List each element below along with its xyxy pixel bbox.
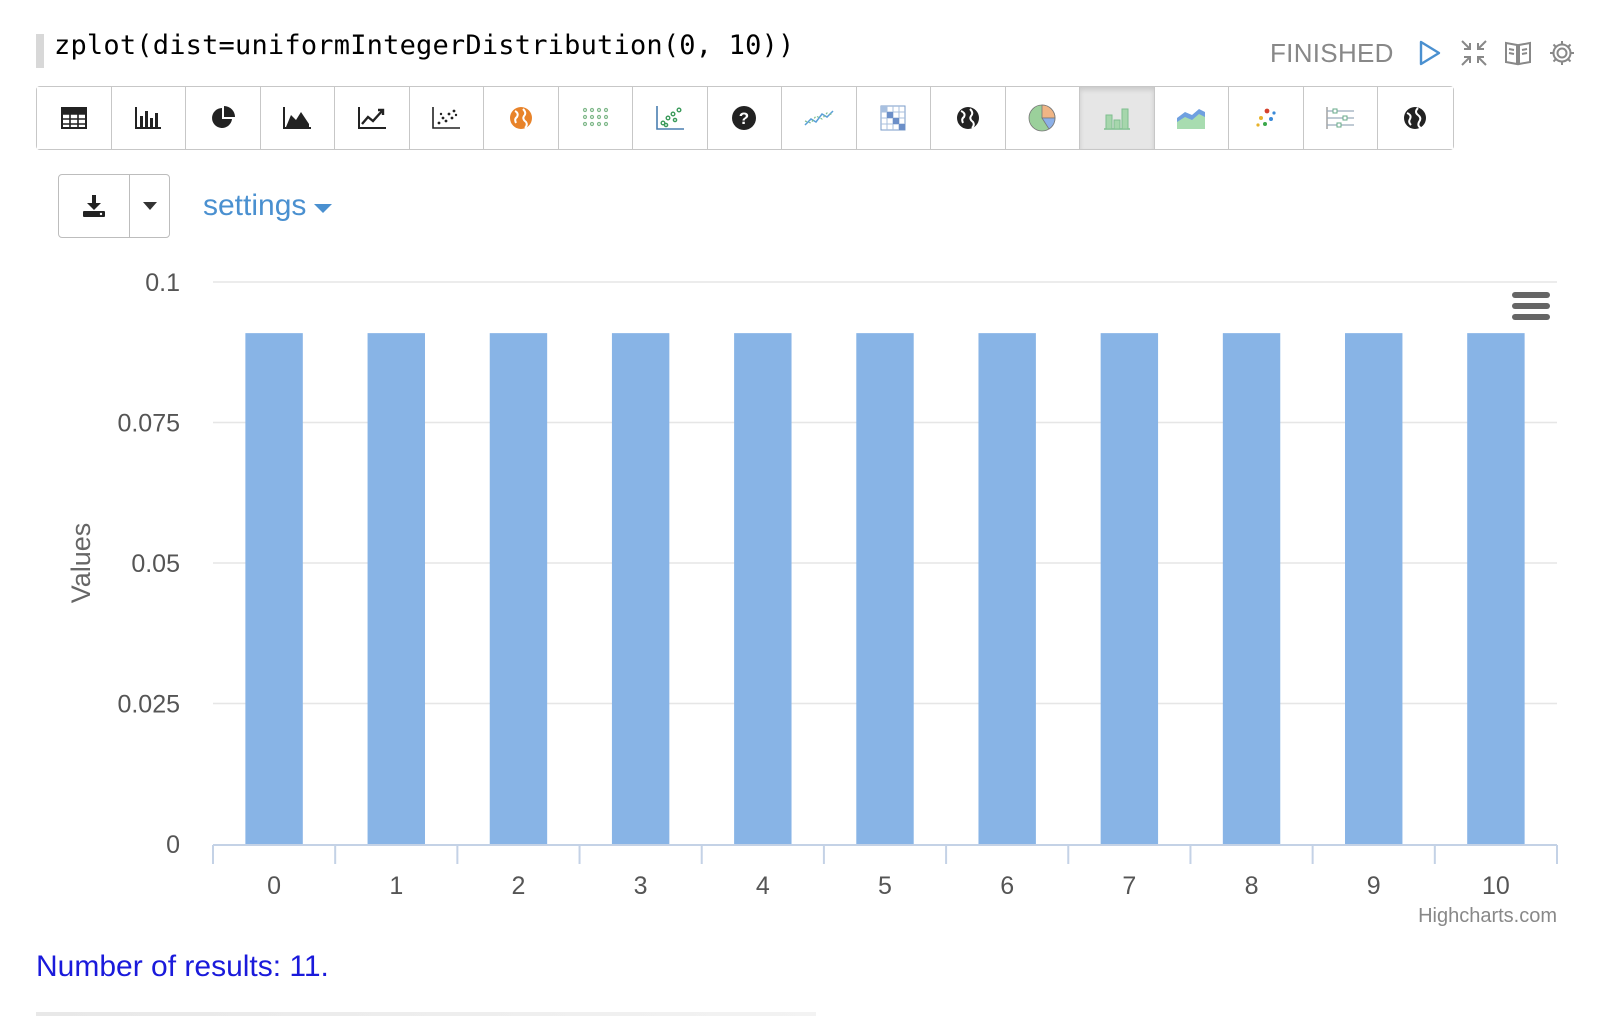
paragraph-code[interactable]: zplot(dist=uniformIntegerDistribution(0,… — [54, 30, 795, 61]
bar-chart-icon — [134, 106, 162, 130]
chart-type-button-color-scatter[interactable] — [633, 87, 708, 149]
chevron-down-icon — [142, 202, 157, 210]
scatter-chart-icon — [431, 106, 461, 130]
chart-credits: Highcharts.com — [1418, 905, 1557, 927]
download-button[interactable] — [59, 175, 130, 237]
results-count: Number of results: 11. — [36, 950, 329, 983]
chart-type-button-green-bar[interactable] — [1080, 87, 1155, 149]
play-icon[interactable] — [1413, 36, 1447, 70]
download-icon — [83, 195, 105, 217]
globe-icon — [955, 105, 981, 131]
x-tick-label: 5 — [878, 872, 892, 900]
paragraph-controls — [1413, 36, 1579, 70]
chart-type-button-table[interactable] — [37, 87, 112, 149]
chart-menu-icon[interactable] — [1512, 292, 1550, 322]
caret-down-icon — [314, 203, 333, 213]
x-tick-label: 7 — [1122, 872, 1136, 900]
x-tick-label: 9 — [1367, 872, 1381, 900]
bar-6 — [978, 333, 1036, 844]
download-button-group — [58, 174, 170, 238]
y-tick-label: 0.075 — [117, 410, 180, 438]
bar-8 — [1222, 333, 1281, 844]
chart-type-button-scatter-chart[interactable] — [409, 87, 484, 149]
bar-0 — [245, 333, 303, 844]
color-scatter-icon — [655, 105, 685, 131]
y-tick-label: 0.05 — [131, 550, 180, 578]
bar-7 — [1100, 333, 1159, 844]
chart-type-button-pie-chart[interactable] — [186, 87, 261, 149]
line-chart-icon — [357, 106, 387, 130]
download-dropdown-toggle[interactable] — [130, 175, 169, 237]
green-bar-icon — [1103, 106, 1131, 130]
book-icon[interactable] — [1501, 36, 1535, 70]
chart-type-button-bar-chart[interactable] — [111, 87, 186, 149]
chart-type-button-world[interactable] — [1378, 87, 1453, 149]
visualization-toolbar: ? — [36, 86, 1454, 150]
paragraph-indicator — [36, 34, 44, 68]
heatmap-icon — [880, 105, 906, 131]
y-tick-label: 0.025 — [117, 691, 180, 719]
color-dots-icon — [1253, 105, 1279, 131]
x-tick-label: 1 — [389, 872, 403, 900]
chart-type-button-sliders[interactable] — [1303, 87, 1378, 149]
status-label: FINISHED — [1270, 38, 1394, 68]
chart-type-button-color-pie[interactable] — [1005, 87, 1080, 149]
settings-label: settings — [203, 189, 307, 222]
bar-4 — [734, 333, 792, 844]
area-chart-icon — [282, 106, 312, 130]
world-icon — [1402, 105, 1428, 131]
bar-3 — [611, 333, 670, 844]
y-tick-label: 0 — [166, 831, 180, 859]
x-tick-label: 8 — [1245, 872, 1259, 900]
x-tick-label: 6 — [1000, 872, 1014, 900]
chart-type-button-spark-line[interactable] — [782, 87, 857, 149]
chart-type-button-globe[interactable] — [931, 87, 1006, 149]
collapse-icon[interactable] — [1457, 36, 1491, 70]
svg-text:?: ? — [739, 109, 749, 128]
orange-globe-icon — [508, 105, 534, 131]
x-tick-label: 10 — [1482, 872, 1510, 900]
chart-type-button-line-chart[interactable] — [335, 87, 410, 149]
spark-line-icon — [803, 107, 835, 129]
x-tick-label: 0 — [267, 872, 281, 900]
chart-type-button-area-chart[interactable] — [260, 87, 335, 149]
x-tick-label: 2 — [512, 872, 526, 900]
chart-type-button-color-area[interactable] — [1154, 87, 1229, 149]
color-area-icon — [1176, 106, 1206, 130]
settings-toggle[interactable]: settings — [203, 189, 333, 223]
y-axis-title: Values — [66, 523, 96, 604]
y-tick-label: 0.1 — [145, 269, 180, 297]
chart-type-button-question[interactable]: ? — [707, 87, 782, 149]
x-tick-label: 4 — [756, 872, 770, 900]
chart-type-button-dot-grid[interactable] — [558, 87, 633, 149]
color-pie-icon — [1027, 103, 1057, 133]
chart-type-button-heatmap[interactable] — [856, 87, 931, 149]
dot-grid-icon — [580, 105, 610, 131]
question-icon: ? — [731, 105, 757, 131]
sliders-icon — [1325, 106, 1355, 130]
bar-1 — [367, 333, 425, 844]
bar-2 — [489, 333, 548, 844]
bar-chart: 0 0.025 0.05 0.075 0.1 Values 0 1 2 3 4 5 6 7 8 9 10 High… — [66, 269, 1558, 927]
pie-chart-icon — [210, 105, 236, 131]
chart-type-button-color-dots[interactable] — [1229, 87, 1304, 149]
bar-9 — [1345, 333, 1403, 844]
gear-icon[interactable] — [1545, 36, 1579, 70]
chart-type-button-orange-globe[interactable] — [484, 87, 559, 149]
truncated-text — [36, 1012, 816, 1016]
x-tick-label: 3 — [634, 872, 648, 900]
table-icon — [60, 107, 87, 129]
bar-5 — [856, 333, 914, 844]
bar-10 — [1467, 333, 1525, 844]
